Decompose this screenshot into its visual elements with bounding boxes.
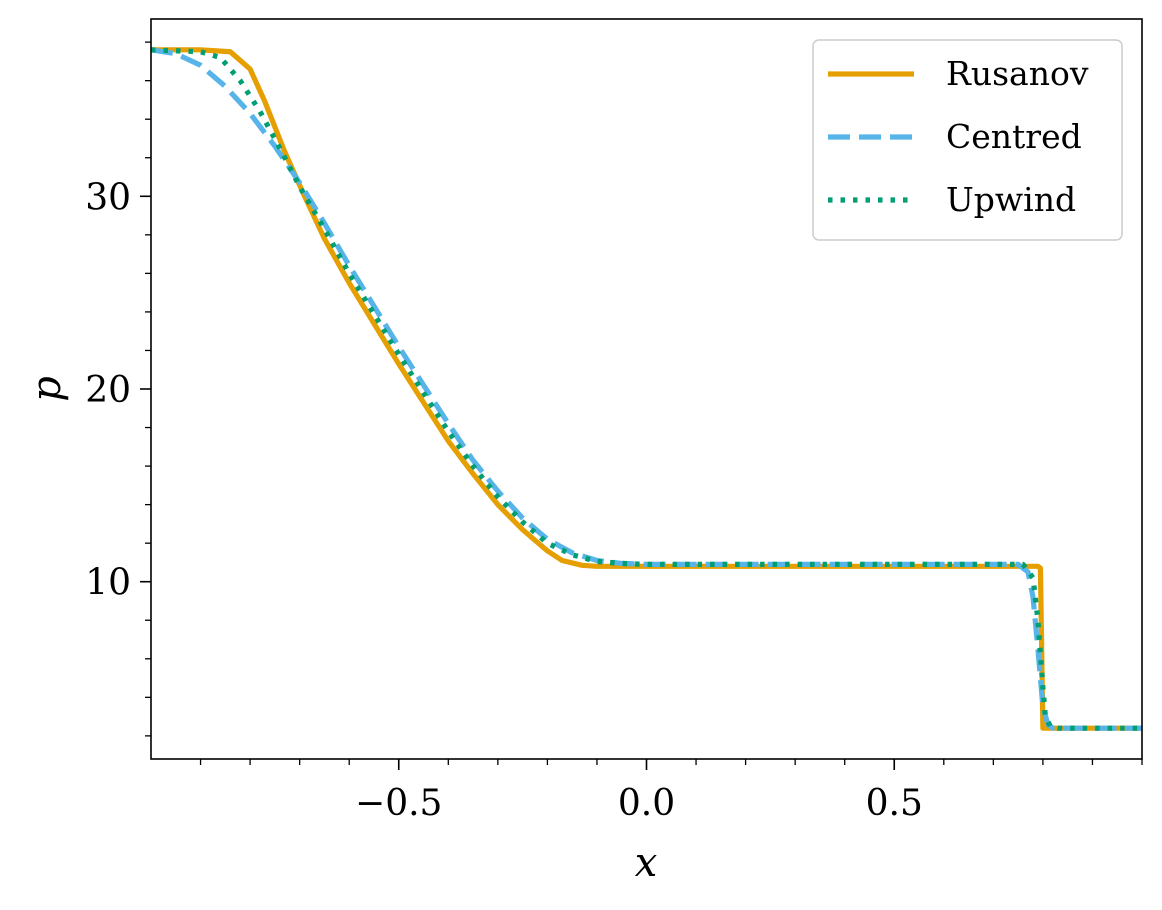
series-line-centred <box>150 47 1142 731</box>
legend: Rusanov Centred Upwind <box>812 39 1123 241</box>
legend-label-rusanov: Rusanov <box>946 54 1089 93</box>
x-tick-label: 0.0 <box>618 783 675 824</box>
y-tick-label: 10 <box>85 563 131 604</box>
x-tick-label: 0.5 <box>866 783 923 824</box>
y-axis-label: p <box>24 376 70 402</box>
x-axis-label: x <box>635 840 658 886</box>
y-tick-label: 30 <box>85 177 131 218</box>
series-line-rusanov <box>151 47 1142 731</box>
legend-label-upwind: Upwind <box>946 180 1076 219</box>
legend-label-centred: Centred <box>946 117 1082 156</box>
series-layer <box>150 47 1142 731</box>
x-tick-label: −0.5 <box>355 783 442 824</box>
legend-frame <box>812 39 1123 241</box>
y-tick-label: 20 <box>85 370 131 411</box>
ticks-layer: −0.5 0.0 0.5 10 20 30 <box>85 41 1143 824</box>
